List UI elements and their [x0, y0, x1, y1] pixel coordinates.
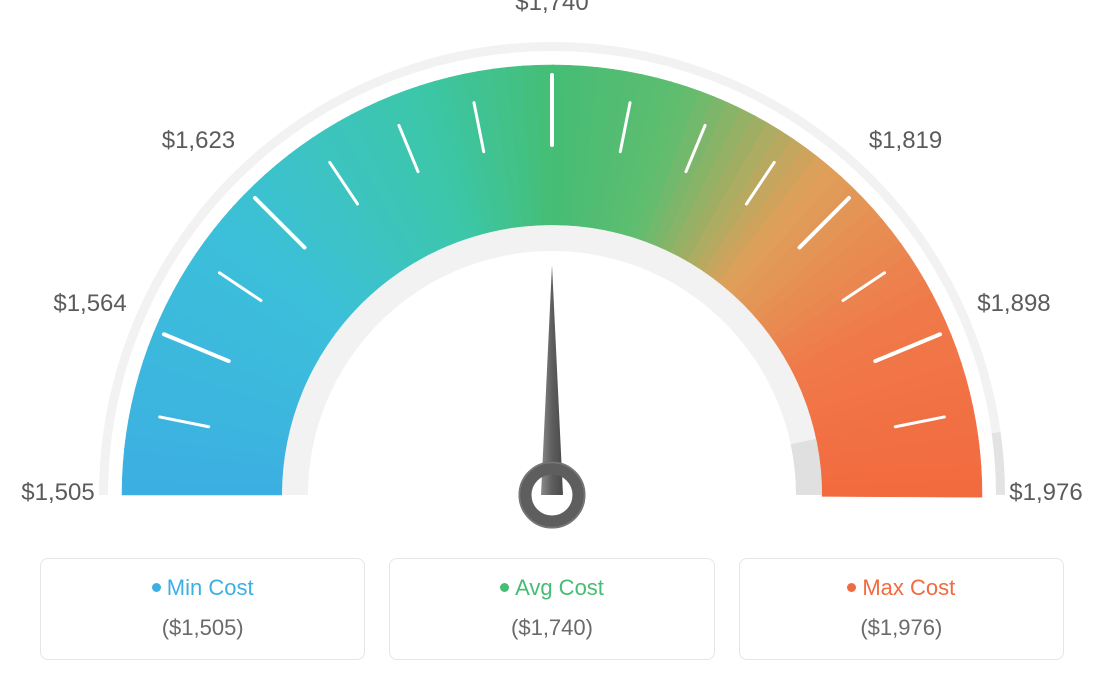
inner-ring-shadow [791, 439, 822, 495]
legend-title: Min Cost [41, 575, 364, 601]
gauge-needle [520, 265, 585, 528]
legend-title-text: Avg Cost [515, 575, 604, 600]
gauge-chart-container: $1,505 $1,564 $1,623 $1,740 $1,819 $1,898 $1,9… [0, 0, 1104, 690]
legend-title-text: Max Cost [862, 575, 955, 600]
legend-dot-icon [500, 583, 509, 592]
legend-value: ($1,976) [740, 615, 1063, 641]
gauge-tick-label: $1,976 [1009, 479, 1082, 507]
legend-value: ($1,505) [41, 615, 364, 641]
legend-title-text: Min Cost [167, 575, 254, 600]
gauge-tick-label: $1,898 [977, 290, 1050, 318]
legend-title: Max Cost [740, 575, 1063, 601]
legend-dot-icon [152, 583, 161, 592]
legend-card-avg-cost: Avg Cost ($1,740) [389, 558, 714, 660]
legend-card-min-cost: Min Cost ($1,505) [40, 558, 365, 660]
gauge-tick-label: $1,623 [162, 127, 235, 155]
gauge-tick-label: $1,740 [515, 0, 588, 17]
gauge-tick-label: $1,505 [21, 479, 94, 507]
legend-card-max-cost: Max Cost ($1,976) [739, 558, 1064, 660]
gauge-area: $1,505 $1,564 $1,623 $1,740 $1,819 $1,898 $1,9… [0, 0, 1104, 540]
outer-ring-shadow [992, 432, 1005, 495]
gauge-tick-label: $1,819 [869, 127, 942, 155]
legend-row: Min Cost ($1,505) Avg Cost ($1,740) Max Cost… [40, 558, 1064, 660]
legend-value: ($1,740) [390, 615, 713, 641]
legend-dot-icon [847, 583, 856, 592]
gauge-svg [0, 0, 1104, 540]
gauge-tick-label: $1,564 [53, 290, 126, 318]
legend-title: Avg Cost [390, 575, 713, 601]
